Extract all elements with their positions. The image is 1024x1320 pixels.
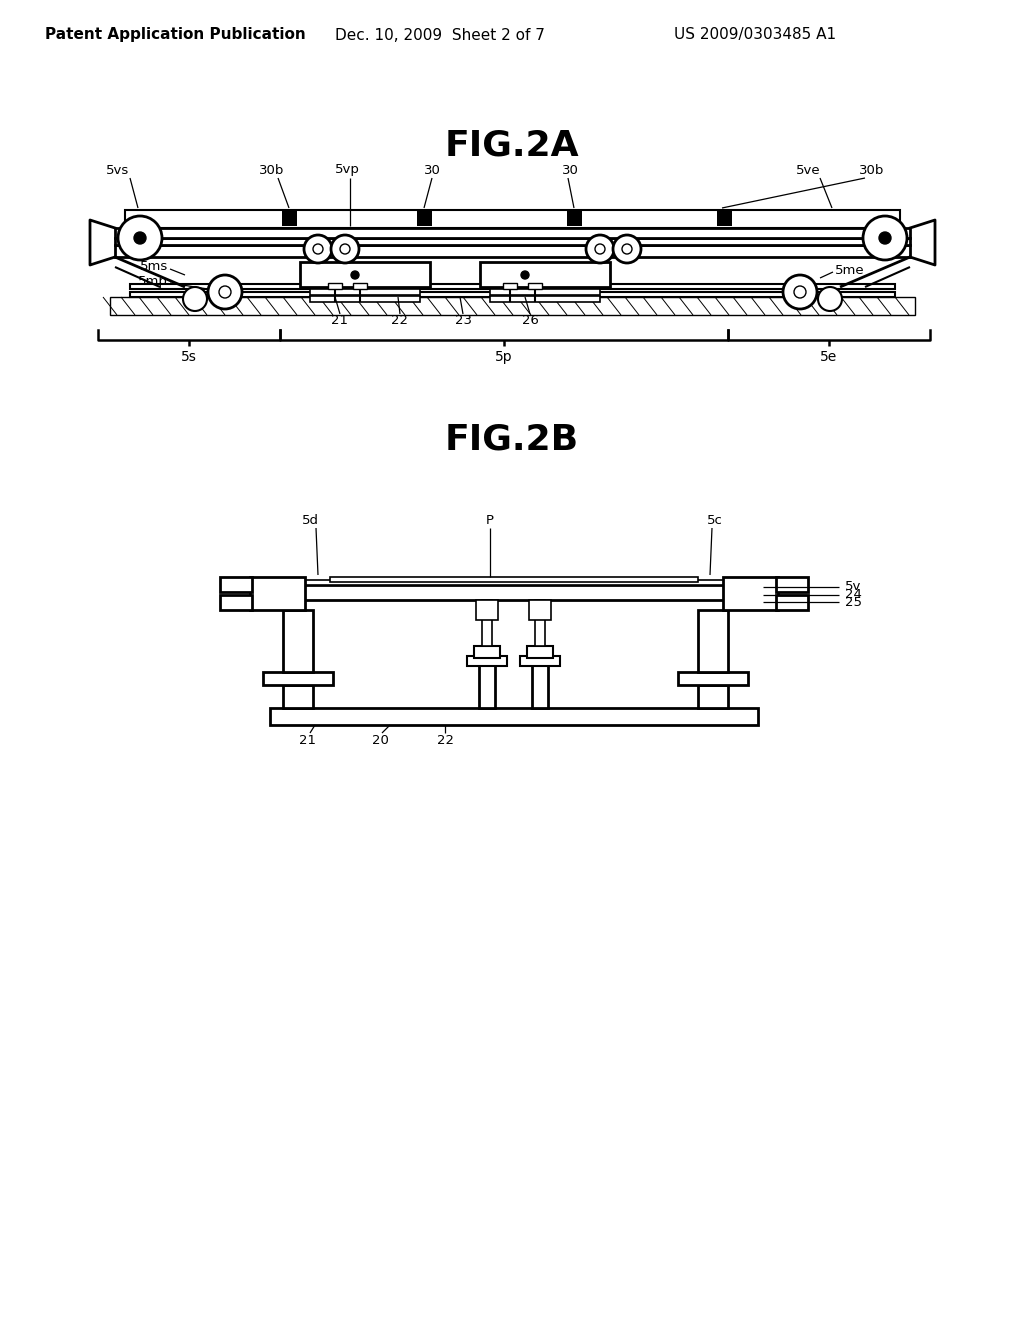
Bar [115,228,910,238]
Text: 5s: 5s [181,350,197,364]
Circle shape [313,244,323,253]
Bar [328,282,342,289]
Circle shape [794,286,806,298]
Text: 30: 30 [561,164,579,177]
Bar [698,685,728,708]
Circle shape [304,235,332,263]
Text: 5ms: 5ms [139,260,168,273]
Text: 20: 20 [372,734,388,747]
Bar [125,210,900,228]
Text: 5ve: 5ve [796,164,820,177]
Text: 5p: 5p [496,350,513,364]
Circle shape [351,271,359,279]
Bar [678,672,748,685]
Text: 23: 23 [455,314,471,326]
Bar [270,708,758,725]
Circle shape [331,235,359,263]
Bar [535,601,545,645]
Text: 21: 21 [299,734,316,747]
Text: 5me: 5me [835,264,864,276]
Circle shape [879,232,891,244]
Circle shape [818,286,842,312]
Text: 5v: 5v [845,581,861,594]
Text: Dec. 10, 2009  Sheet 2 of 7: Dec. 10, 2009 Sheet 2 of 7 [335,28,545,42]
Bar [283,685,313,708]
Circle shape [586,235,614,263]
Bar [490,289,600,294]
Bar [417,210,432,226]
Bar [476,601,498,620]
Circle shape [613,235,641,263]
Bar [776,577,808,591]
Bar [282,210,297,226]
Circle shape [340,244,350,253]
Circle shape [622,244,632,253]
Bar [300,261,430,286]
Bar [220,577,252,591]
Circle shape [219,286,231,298]
Circle shape [521,271,529,279]
Bar [527,645,553,657]
Bar [310,289,420,294]
Bar [310,296,420,302]
Circle shape [208,275,242,309]
Bar [280,585,748,601]
Text: 5mp: 5mp [138,276,168,289]
Text: 21: 21 [332,314,348,326]
Bar [490,296,600,302]
Circle shape [783,275,817,309]
Bar [528,282,542,289]
Bar [532,657,548,708]
Circle shape [134,232,146,244]
Bar [353,282,367,289]
Text: 25: 25 [845,595,862,609]
Bar [479,657,495,708]
Bar [220,595,252,610]
Circle shape [595,244,605,253]
Text: 22: 22 [436,734,454,747]
Circle shape [118,216,162,260]
Bar [698,610,728,672]
Text: 5c: 5c [707,513,723,527]
Text: FIG.2A: FIG.2A [444,128,580,162]
Text: US 2009/0303485 A1: US 2009/0303485 A1 [674,28,836,42]
Bar [467,656,507,667]
Text: 5vs: 5vs [106,164,130,177]
Bar [110,297,915,315]
Bar [474,645,500,657]
Bar [480,261,610,286]
Bar [130,284,895,289]
Bar [503,282,517,289]
Circle shape [863,216,907,260]
Text: 22: 22 [391,314,409,326]
Text: 30: 30 [424,164,440,177]
Text: Patent Application Publication: Patent Application Publication [45,28,305,42]
Bar [280,579,748,585]
Bar [263,672,333,685]
Circle shape [183,286,207,312]
Bar [529,601,551,620]
Bar [723,577,778,610]
Bar [283,610,313,672]
Text: P: P [486,513,494,527]
Text: 5d: 5d [301,513,318,527]
Bar [330,577,698,582]
Text: FIG.2B: FIG.2B [445,422,579,457]
Text: 30b: 30b [859,164,885,177]
Text: 26: 26 [521,314,539,326]
Bar [130,292,895,297]
Bar [250,577,305,610]
Bar [115,238,910,246]
Text: 24: 24 [845,589,862,602]
Bar [115,246,910,257]
Bar [567,210,582,226]
Text: 5e: 5e [820,350,838,364]
Bar [520,656,560,667]
Text: 5vp: 5vp [335,164,359,177]
Bar [776,595,808,610]
Bar [717,210,732,226]
Bar [482,601,492,645]
Text: 30b: 30b [259,164,285,177]
